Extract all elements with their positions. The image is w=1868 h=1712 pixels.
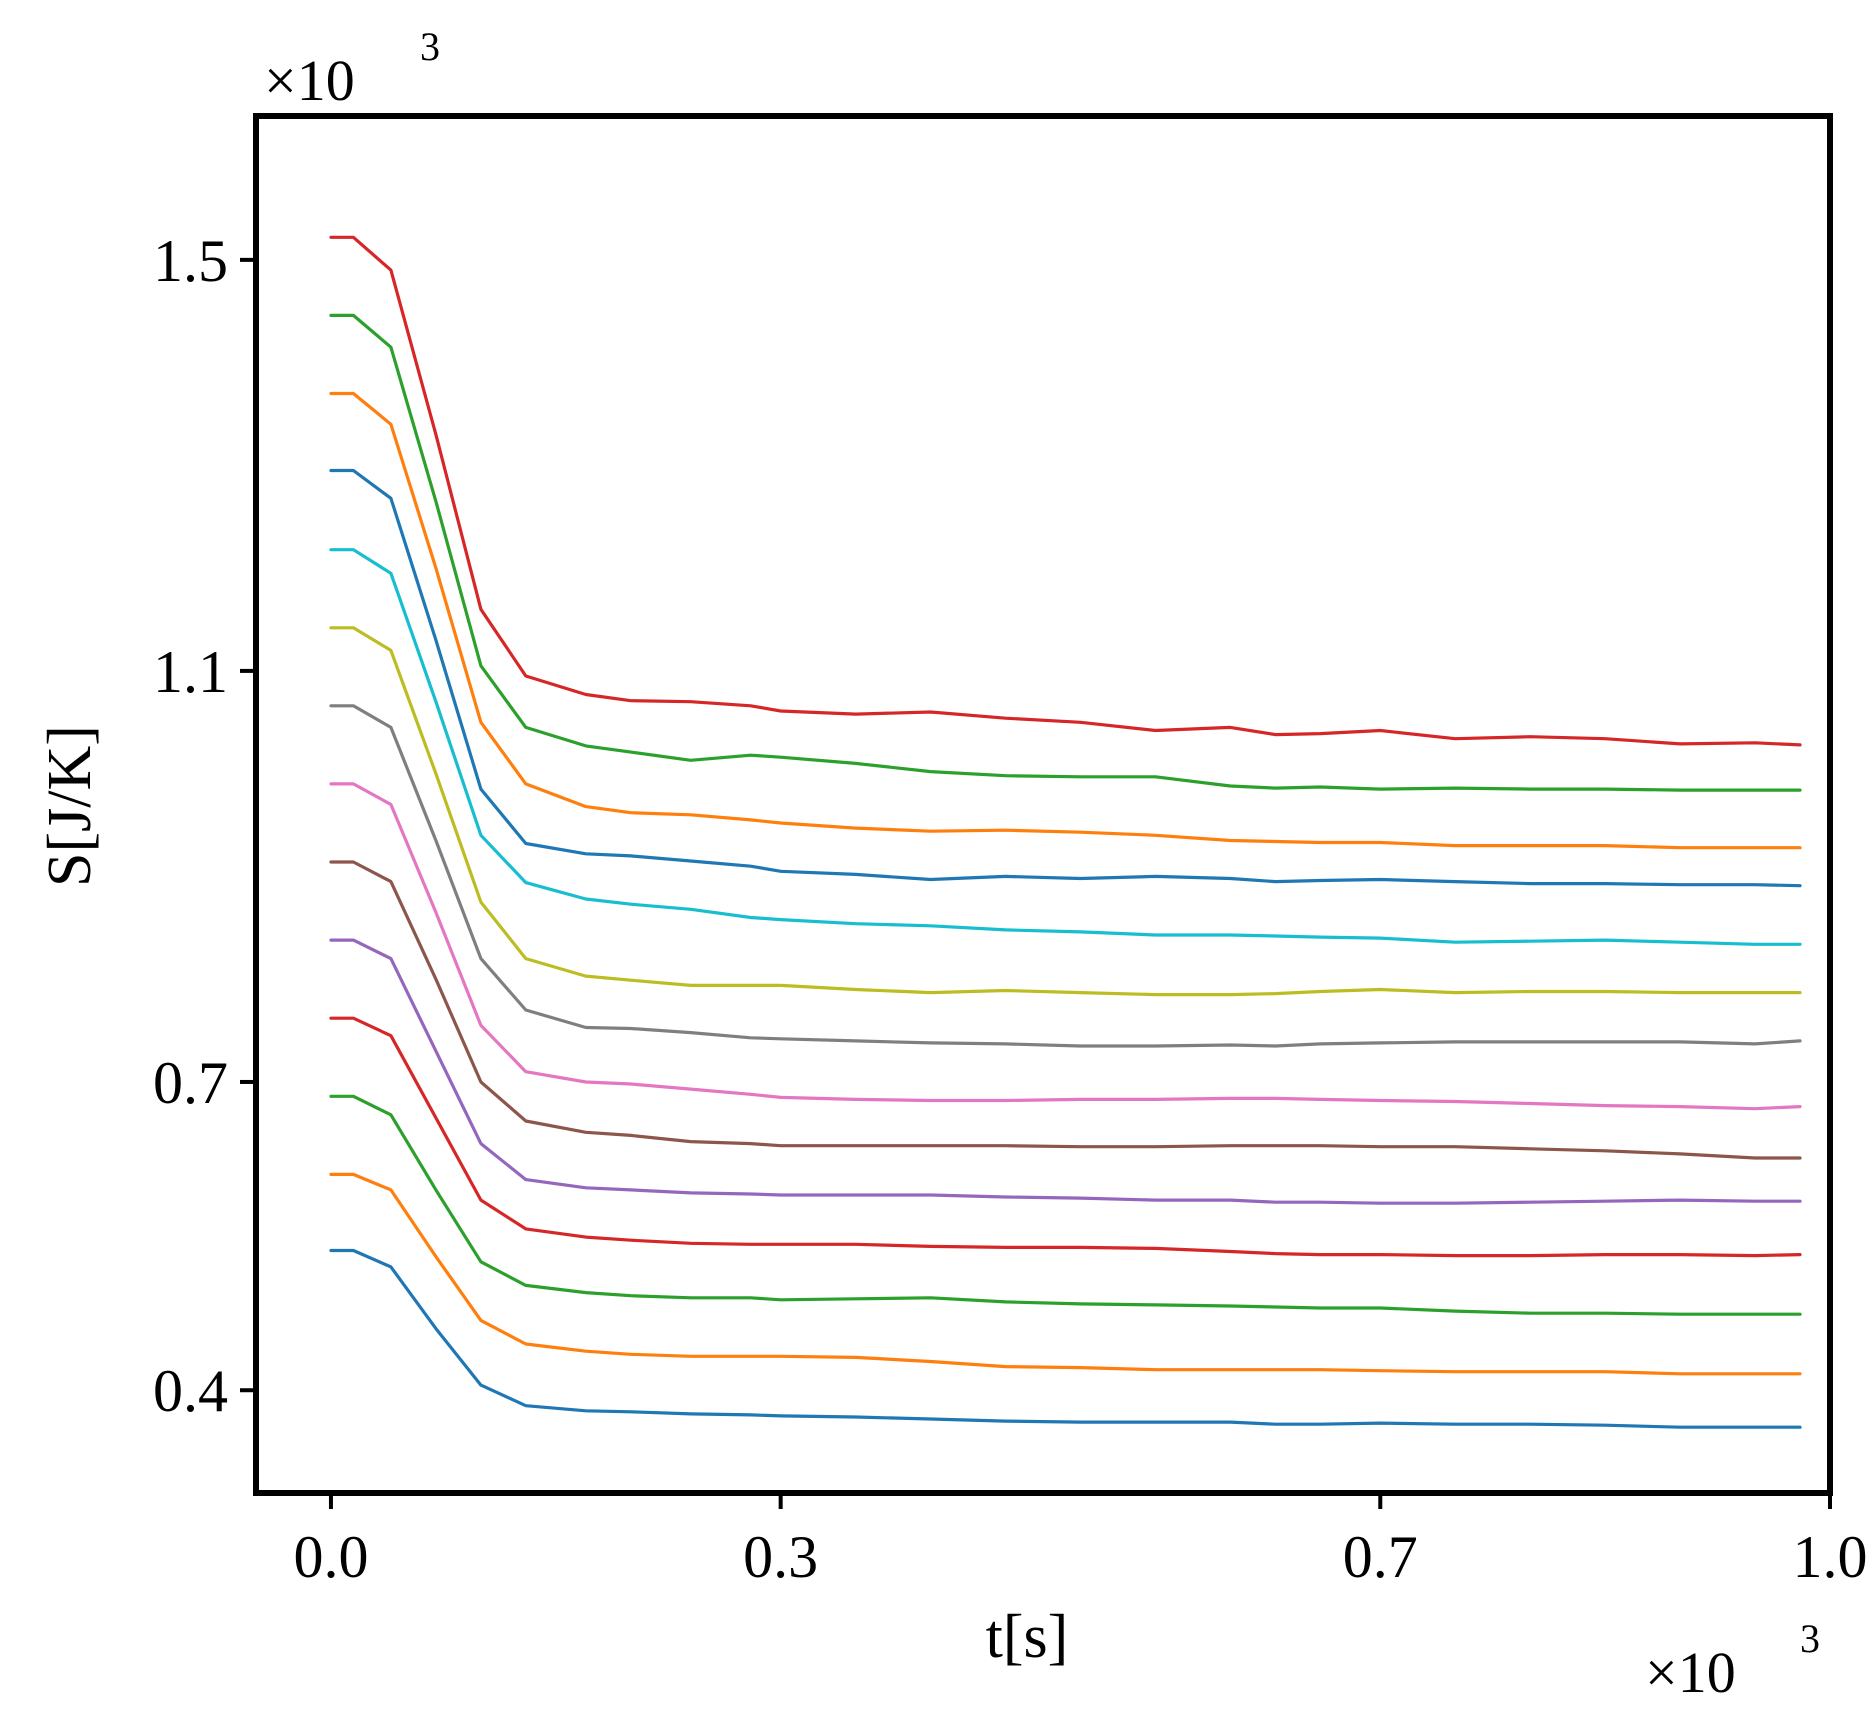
y-multiplier-base: ×10 <box>264 48 355 113</box>
x-multiplier-exponent: 3 <box>1800 1616 1820 1661</box>
y-tick-label-2: 0.7 <box>153 1050 228 1116</box>
y-tick-label-3: 1.1 <box>153 639 228 705</box>
series-line-4 <box>329 468 1802 888</box>
series-line-11 <box>329 1016 1802 1258</box>
ticks-layer: 0.0 0.3 0.7 1.0 0.4 0.7 1.1 1.5 <box>153 228 1868 1590</box>
x-tick-label-2: 0.3 <box>743 1524 818 1590</box>
series-line-14 <box>329 1248 1802 1429</box>
series-line-5 <box>329 548 1802 946</box>
x-tick-label-4: 1.0 <box>1793 1524 1868 1590</box>
y-multiplier-exponent: 3 <box>420 24 440 69</box>
series-line-7 <box>329 704 1802 1048</box>
plot-frame <box>253 113 1833 1496</box>
x-axis-label: t[s] <box>986 1603 1069 1671</box>
series-line-12 <box>329 1094 1802 1316</box>
x-axis-multiplier: ×10 3 <box>1645 1616 1820 1705</box>
series-line-13 <box>329 1172 1802 1376</box>
series-line-3 <box>329 391 1802 850</box>
series-line-1 <box>329 235 1802 747</box>
y-axis-multiplier: ×10 3 <box>264 24 440 113</box>
series-line-6 <box>329 626 1802 997</box>
y-tick-label-4: 1.5 <box>153 228 228 294</box>
series-layer <box>329 235 1802 1429</box>
x-tick-label-1: 0.0 <box>293 1524 368 1590</box>
series-line-8 <box>329 782 1802 1111</box>
x-tick-label-3: 0.7 <box>1343 1524 1418 1590</box>
series-line-9 <box>329 860 1802 1160</box>
y-tick-label-1: 0.4 <box>153 1358 228 1424</box>
y-axis-label: S[J/K] <box>36 725 104 887</box>
x-multiplier-base: ×10 <box>1645 1640 1736 1705</box>
series-line-2 <box>329 313 1802 792</box>
series-line-10 <box>329 938 1802 1205</box>
